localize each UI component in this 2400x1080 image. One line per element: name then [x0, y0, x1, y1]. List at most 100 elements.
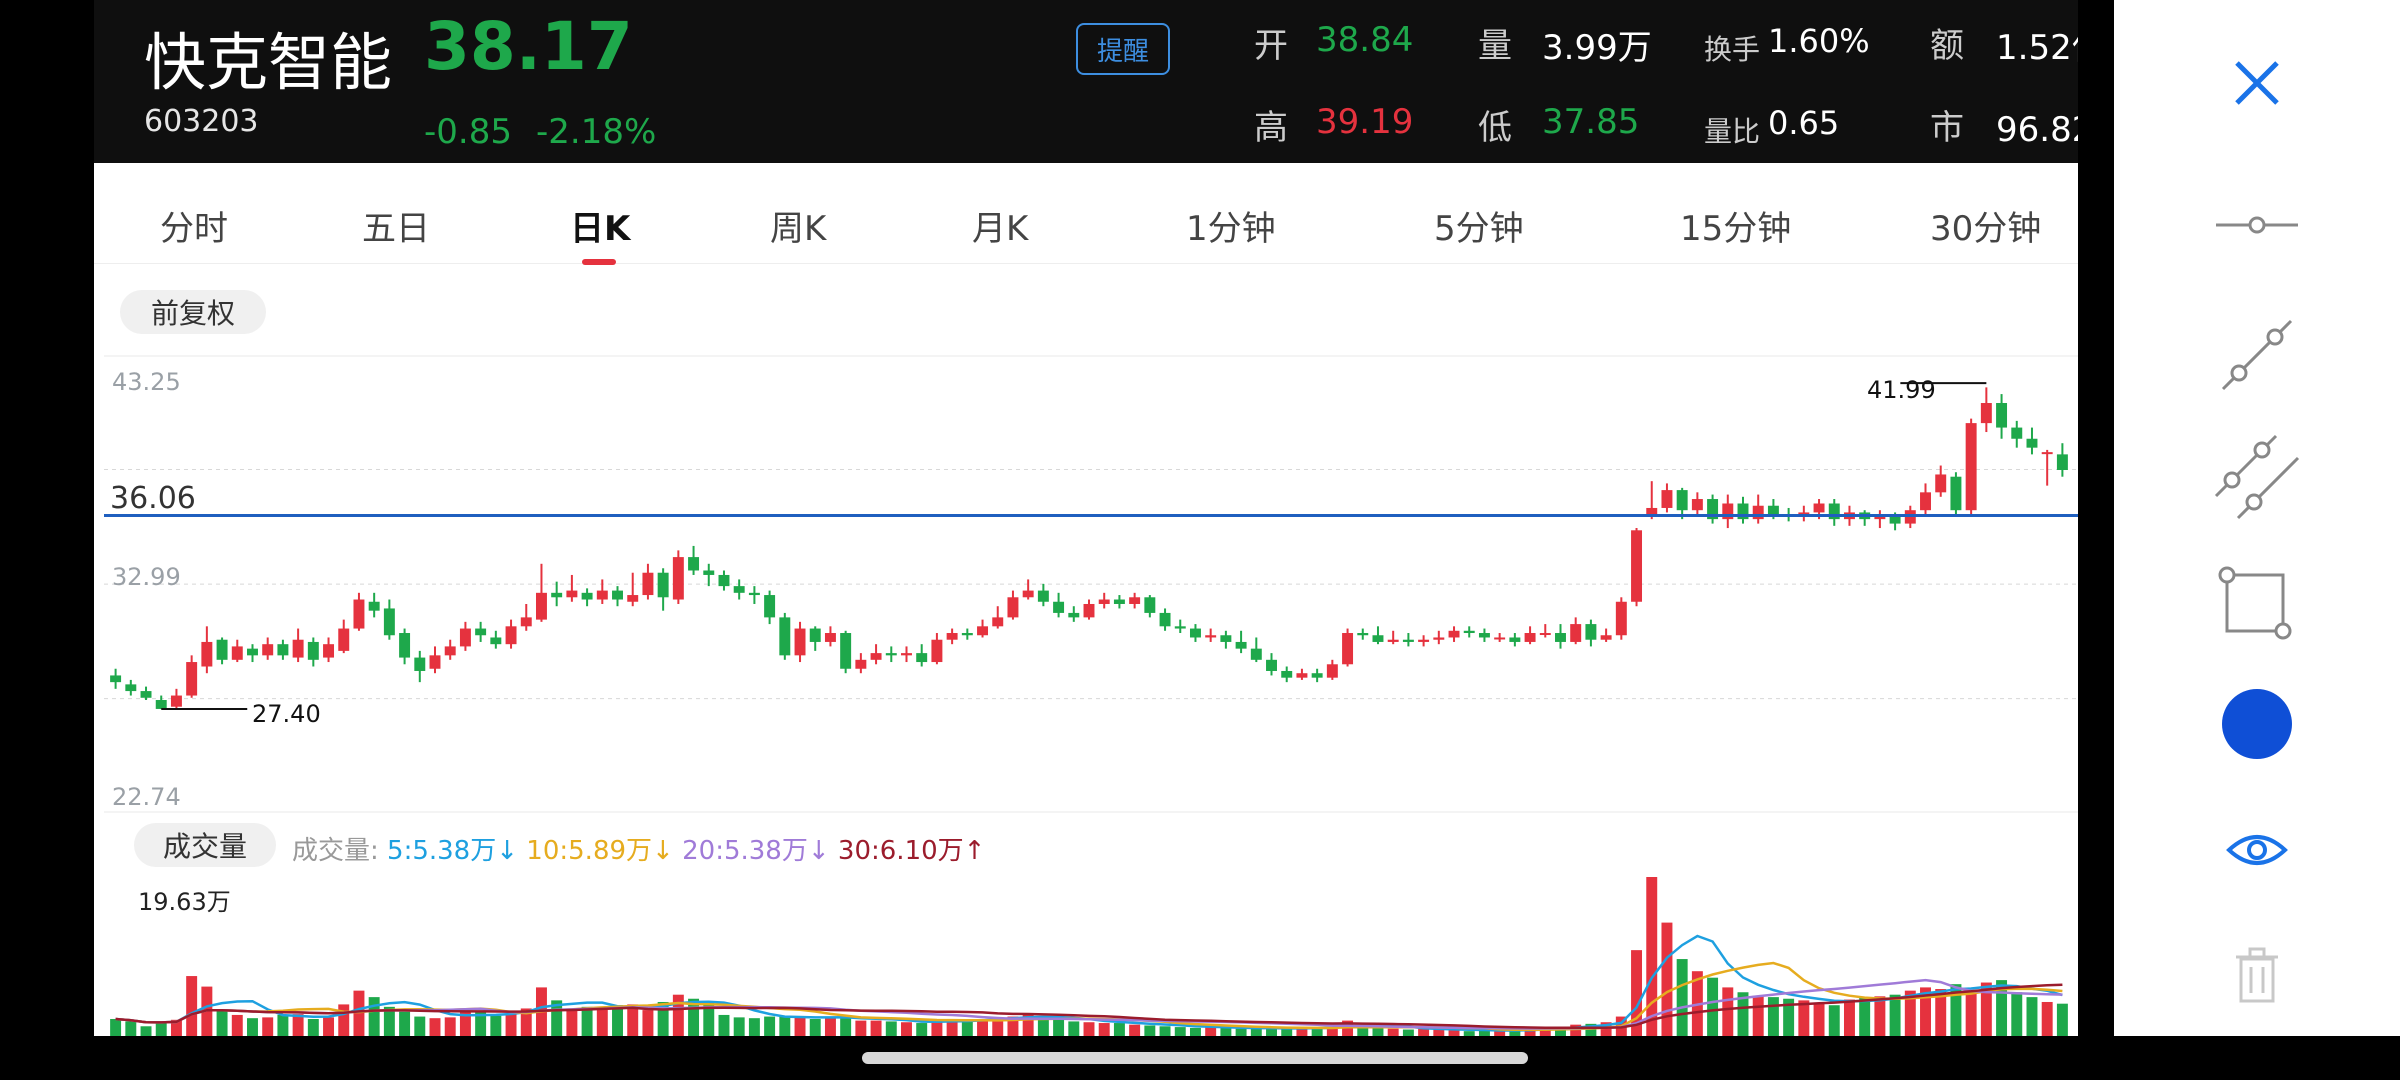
volume-chip[interactable]: 成交量: [134, 823, 276, 867]
tab-daily-k[interactable]: 日K: [570, 209, 631, 249]
horizontal-line-tool-icon[interactable]: [2114, 200, 2400, 250]
volume-bar: [186, 976, 198, 1036]
volume-chart[interactable]: [94, 875, 2078, 1036]
candle-body: [186, 662, 198, 696]
volume-bar: [1433, 1029, 1445, 1036]
tab-15min[interactable]: 15分钟: [1680, 209, 1792, 249]
volume-bar: [1996, 980, 2008, 1036]
market-cap-value: 96.82亿: [1996, 110, 2078, 150]
parallel-lines-tool-icon[interactable]: [2114, 432, 2400, 522]
candle-body: [1296, 673, 1308, 678]
tab-weekly-k[interactable]: 周K: [770, 209, 827, 249]
volume-bar: [1098, 1023, 1110, 1036]
rectangle-tool-icon[interactable]: [2114, 560, 2400, 650]
tab-intraday[interactable]: 分时: [160, 209, 228, 249]
volume-bar: [399, 1011, 411, 1036]
current-price: 38.17: [424, 8, 633, 85]
remind-button[interactable]: 提醒: [1076, 23, 1170, 75]
candle-body: [247, 648, 258, 656]
candle-body: [1539, 633, 1551, 636]
amount-value: 1.52亿: [1996, 28, 2078, 68]
volume-bar: [961, 1019, 973, 1036]
candle-body: [262, 644, 274, 656]
candle-body: [901, 653, 912, 656]
volume-bar: [1296, 1027, 1308, 1036]
candle-body: [1205, 635, 1217, 638]
candle-body: [1980, 403, 1992, 424]
candle-body: [125, 684, 137, 692]
volume-bar: [1920, 987, 1931, 1036]
price-axis-bottom: 22.74: [112, 783, 181, 811]
candle-body: [2011, 427, 2023, 439]
volume-bar: [551, 1000, 563, 1036]
tab-5min[interactable]: 5分钟: [1434, 209, 1524, 249]
candle-body: [718, 574, 730, 587]
candle-body: [688, 557, 700, 571]
volume-bar: [1189, 1027, 1201, 1036]
candle-body: [764, 595, 776, 618]
visibility-eye-icon[interactable]: [2114, 818, 2400, 882]
candle-body: [277, 644, 289, 656]
volume-bar: [323, 1017, 335, 1036]
home-indicator-bar[interactable]: [862, 1052, 1528, 1064]
adjust-mode-chip[interactable]: 前复权: [120, 290, 266, 334]
volume-bar: [612, 1005, 623, 1036]
tab-five-day[interactable]: 五日: [362, 209, 430, 249]
volume-bar: [520, 1008, 532, 1036]
open-label: 开: [1254, 26, 1288, 66]
volume-bar: [2041, 1001, 2053, 1036]
candle-body: [1357, 633, 1369, 636]
candle-body: [1828, 503, 1840, 520]
candle-body: [338, 628, 350, 651]
tab-1min[interactable]: 1分钟: [1186, 209, 1276, 249]
candle-body: [1220, 635, 1232, 642]
tab-monthly-k[interactable]: 月K: [972, 209, 1029, 249]
volume-bar: [642, 1010, 654, 1036]
volume-bar: [1950, 984, 1962, 1036]
candlestick-chart[interactable]: [94, 355, 2078, 813]
volume-bar: [1783, 998, 1795, 1036]
volume-bar: [368, 997, 380, 1036]
candle-body: [1661, 490, 1673, 508]
volume-bar: [125, 1021, 137, 1036]
volume-bar: [566, 1010, 578, 1036]
candle-body: [1372, 635, 1384, 642]
candle-body: [612, 590, 623, 600]
close-icon[interactable]: [2114, 50, 2400, 116]
volume-bar: [140, 1026, 152, 1036]
volume-ma30-line: [115, 983, 2063, 1030]
candle-body: [1250, 648, 1262, 660]
volume-bar: [1174, 1027, 1186, 1036]
color-picker-icon[interactable]: [2114, 688, 2400, 760]
candle-body: [475, 628, 487, 636]
candle-body: [140, 691, 152, 698]
volume-bar: [977, 1018, 989, 1036]
volume-bar: [1843, 999, 1855, 1036]
drawing-toolbar: [2114, 0, 2400, 1036]
candle-body: [1463, 630, 1475, 634]
volume-legend: 成交量: 5:5.38万↓ 10:5.89万↓ 20:5.38万↓ 30:6.1…: [292, 830, 985, 867]
candle-body: [1053, 601, 1065, 613]
volume-bar: [170, 1019, 182, 1036]
volume-bar: [429, 1018, 441, 1036]
candle-body: [1266, 659, 1277, 671]
candle-body: [1509, 637, 1521, 642]
candle-body: [1159, 612, 1171, 627]
candle-body: [657, 572, 669, 598]
price-change-pct: -2.18%: [536, 112, 657, 152]
candle-body: [916, 653, 928, 663]
trash-icon[interactable]: [2114, 940, 2400, 1010]
candle-body: [1691, 499, 1703, 511]
tab-30min[interactable]: 30分钟: [1930, 209, 2042, 249]
volume-bar: [1159, 1026, 1171, 1036]
candle-body: [1874, 516, 1886, 520]
volume-bar: [718, 1014, 730, 1036]
candle-body: [1068, 612, 1080, 618]
volume-bar: [1494, 1031, 1506, 1036]
line-segment-tool-icon[interactable]: [2114, 310, 2400, 400]
candle-body: [429, 655, 441, 669]
candle-body: [399, 633, 411, 658]
candle-body: [840, 633, 852, 669]
arrow-down-icon: ↓: [807, 836, 830, 866]
candle-body: [1676, 490, 1688, 511]
